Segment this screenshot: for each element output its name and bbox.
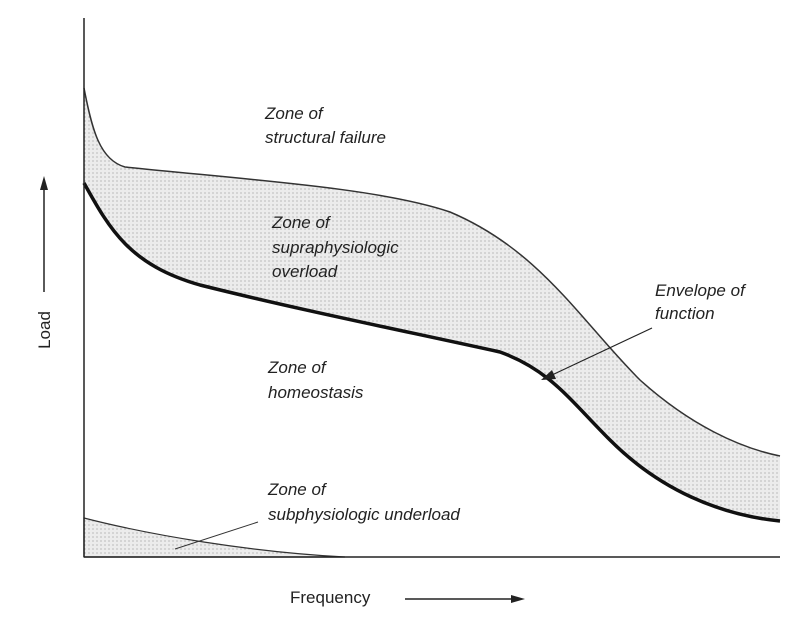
- zone-label: subphysiologic underload: [268, 505, 460, 524]
- zone-label: structural failure: [265, 128, 386, 147]
- arrowhead: [40, 176, 48, 190]
- x-axis-label: Frequency: [290, 588, 371, 607]
- arrowhead: [541, 370, 556, 380]
- y-axis-label: Load: [35, 311, 54, 349]
- upper-boundary: [83, 87, 781, 457]
- zone-label: homeostasis: [268, 383, 364, 402]
- zone-label: Zone of: [267, 358, 328, 377]
- zone-label: Zone of: [264, 104, 325, 123]
- envelope-band: [84, 88, 780, 521]
- zone-label: Zone of: [267, 480, 328, 499]
- arrowhead: [511, 595, 525, 603]
- zone-label: overload: [272, 262, 338, 281]
- annotation: function: [655, 304, 715, 323]
- annotation: Envelope of: [655, 281, 747, 300]
- leader-line: [174, 521, 259, 550]
- zone-label: Zone of: [271, 213, 332, 232]
- zone-label: supraphysiologic: [272, 238, 399, 257]
- annotation-arrow: [551, 327, 653, 376]
- lower-boundary: [82, 182, 781, 523]
